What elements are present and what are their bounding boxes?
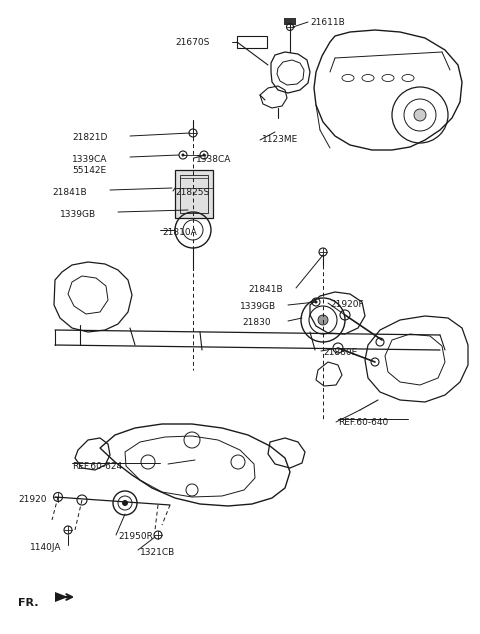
Text: 21920: 21920 — [18, 495, 47, 504]
Text: 1339GB: 1339GB — [60, 210, 96, 219]
Text: 1339GB: 1339GB — [240, 302, 276, 311]
Circle shape — [203, 153, 205, 157]
Text: 1123ME: 1123ME — [262, 135, 298, 144]
Text: 21830: 21830 — [242, 318, 271, 327]
Text: REF.60-624: REF.60-624 — [72, 462, 122, 471]
Text: 21880E: 21880E — [323, 348, 357, 357]
Circle shape — [314, 301, 317, 304]
Text: 21611B: 21611B — [310, 18, 345, 27]
Circle shape — [122, 500, 128, 506]
Text: 1338CA: 1338CA — [196, 155, 231, 164]
Text: 21841B: 21841B — [52, 188, 86, 197]
Circle shape — [181, 153, 184, 157]
Text: 1140JA: 1140JA — [30, 543, 61, 552]
Text: 21821D: 21821D — [72, 133, 108, 142]
Text: REF.60-640: REF.60-640 — [338, 418, 388, 427]
Text: 21950R: 21950R — [118, 532, 153, 541]
Circle shape — [318, 315, 328, 325]
Text: 21810A: 21810A — [162, 228, 197, 237]
Text: 21841B: 21841B — [248, 285, 283, 294]
Text: 1339CA: 1339CA — [72, 155, 108, 164]
Bar — [284, 18, 296, 25]
Bar — [180, 175, 208, 213]
Text: 21920F: 21920F — [330, 300, 364, 309]
Bar — [175, 170, 213, 218]
Circle shape — [414, 109, 426, 121]
Text: FR.: FR. — [18, 598, 38, 608]
Text: 55142E: 55142E — [72, 166, 106, 175]
Polygon shape — [55, 592, 68, 602]
Text: 21670S: 21670S — [175, 38, 209, 47]
Text: 21825S: 21825S — [175, 188, 209, 197]
Text: 1321CB: 1321CB — [140, 548, 175, 557]
Bar — [237, 36, 267, 48]
